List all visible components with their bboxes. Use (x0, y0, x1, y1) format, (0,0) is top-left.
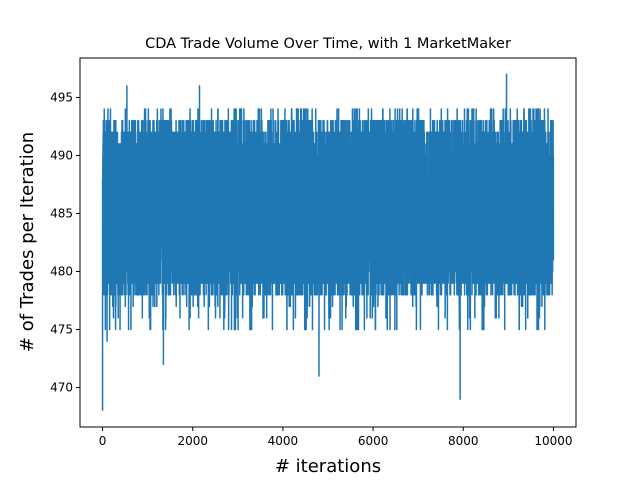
y-tick-label: 490 (50, 148, 73, 162)
x-tick-label: 6000 (358, 434, 389, 448)
y-tick-label: 480 (50, 265, 73, 279)
x-tick-label: 10000 (534, 434, 572, 448)
x-tick-label: 4000 (268, 434, 299, 448)
x-axis-label: # iterations (275, 456, 381, 477)
y-tick-label: 470 (50, 381, 73, 395)
y-axis: 470 475 480 485 490 495 (50, 90, 80, 395)
y-tick-label: 495 (50, 90, 73, 104)
y-tick-label: 485 (50, 206, 73, 220)
plot-area (101, 73, 555, 411)
x-tick-label: 8000 (448, 434, 479, 448)
chart-title: CDA Trade Volume Over Time, with 1 Marke… (145, 36, 511, 52)
y-axis-label: # of Trades per Iteration (17, 132, 38, 352)
x-tick-label: 2000 (177, 434, 208, 448)
x-axis: 0 2000 4000 6000 8000 10000 (99, 427, 573, 448)
series-line (101, 73, 555, 411)
x-tick-label: 0 (99, 434, 107, 448)
y-tick-label: 475 (50, 323, 73, 337)
axes-frame (79, 57, 577, 428)
